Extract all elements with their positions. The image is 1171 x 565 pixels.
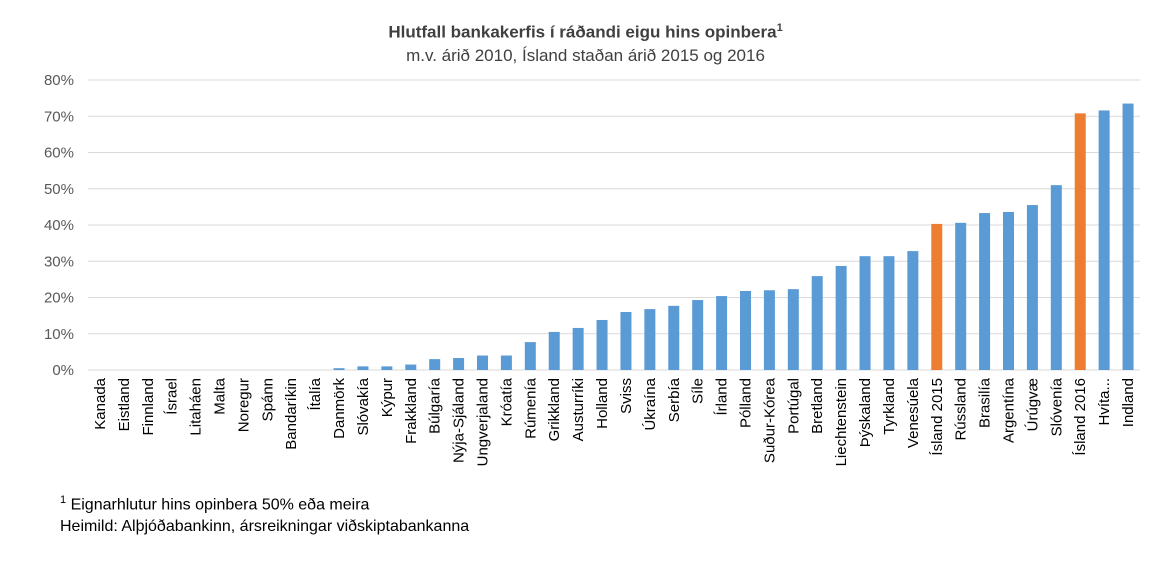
x-tick-label: Ísland 2015 bbox=[929, 378, 946, 456]
footnote-mark: 1 bbox=[60, 494, 67, 506]
bar bbox=[931, 223, 943, 370]
x-tick-label: Kýpur bbox=[379, 378, 396, 417]
x-tick-label: Rússland bbox=[953, 378, 970, 441]
x-tick-label: Sviss bbox=[618, 378, 635, 414]
x-tick-label: Pólland bbox=[738, 378, 755, 428]
bar bbox=[692, 300, 704, 370]
x-tick-label: Hvíta... bbox=[1096, 378, 1113, 426]
x-tick-label: Bandaríkin bbox=[283, 378, 300, 450]
x-tick-label: Úkraína bbox=[642, 377, 659, 430]
bar bbox=[1122, 103, 1134, 370]
bar bbox=[620, 312, 632, 370]
y-tick-label: 30% bbox=[44, 253, 74, 270]
bar bbox=[548, 331, 560, 370]
y-tick-label: 10% bbox=[44, 326, 74, 343]
y-tick-label: 40% bbox=[44, 217, 74, 234]
title-superscript: 1 bbox=[776, 22, 783, 34]
x-tick-label: Eistland bbox=[116, 378, 133, 431]
bar bbox=[716, 296, 728, 370]
bar bbox=[907, 251, 919, 370]
x-tick-label: Úrúgvæ bbox=[1024, 378, 1041, 431]
x-tick-label: Ungverjaland bbox=[475, 378, 492, 466]
x-tick-label: Danmörk bbox=[331, 378, 348, 439]
chart-subtitle: m.v. árið 2010, Ísland staðan árið 2015 … bbox=[406, 46, 765, 65]
x-tick-label: Portúgal bbox=[785, 378, 802, 434]
bar bbox=[859, 256, 871, 370]
x-tick-label: Indland bbox=[1120, 378, 1137, 427]
y-tick-label: 50% bbox=[44, 181, 74, 198]
x-tick-label: Þýskaland bbox=[857, 378, 874, 447]
y-tick-label: 20% bbox=[44, 290, 74, 307]
x-tick-label: Spánn bbox=[259, 378, 276, 421]
x-tick-label: Austurríki bbox=[570, 378, 587, 441]
x-tick-label: Suður-Kórea bbox=[761, 377, 778, 463]
bar bbox=[668, 305, 680, 370]
bar bbox=[1003, 211, 1014, 370]
x-tick-label: Brasilía bbox=[977, 377, 994, 428]
chart-title-text: Hlutfall bankakerfis í ráðandi eigu hins… bbox=[388, 22, 777, 42]
bar bbox=[429, 359, 441, 370]
bar bbox=[883, 256, 895, 370]
y-tick-label: 70% bbox=[44, 108, 74, 125]
x-tick-label: Argentína bbox=[1001, 377, 1018, 443]
bar bbox=[740, 290, 751, 370]
x-tick-label: Malta bbox=[212, 377, 229, 414]
x-tick-label: Bretland bbox=[809, 378, 826, 434]
bar bbox=[1026, 205, 1038, 370]
footnote: 1 Eignarhlutur hins opinbera 50% eða mei… bbox=[60, 494, 369, 514]
y-tick-label: 80% bbox=[44, 72, 74, 89]
bar bbox=[979, 213, 991, 370]
x-tick-label: Tyrkland bbox=[881, 378, 898, 435]
x-tick-label: Írland bbox=[714, 378, 731, 416]
bar bbox=[333, 368, 345, 370]
x-tick-label: Finnland bbox=[140, 378, 157, 436]
bar bbox=[357, 366, 369, 370]
bar bbox=[596, 319, 608, 370]
x-tick-label: Litaháen bbox=[188, 378, 205, 436]
x-tick-label: Liechtenstein bbox=[833, 378, 850, 466]
bar bbox=[477, 355, 488, 370]
bar bbox=[524, 342, 536, 370]
x-tick-label: Noregur bbox=[235, 378, 252, 432]
x-tick-label: Ísland 2016 bbox=[1072, 378, 1089, 456]
x-tick-label: Serbía bbox=[666, 377, 683, 422]
x-tick-label: Rúmenía bbox=[522, 377, 539, 439]
x-tick-label: Síle bbox=[690, 378, 707, 404]
bar-chart: 0% 10% 20% 30% 40% 50% 60% 70% 80% Kanada Eistland… bbox=[44, 72, 1140, 466]
y-tick-label: 60% bbox=[44, 145, 74, 162]
bar bbox=[572, 327, 584, 370]
x-tick-label: Nýja-Sjáland bbox=[451, 378, 468, 463]
bar bbox=[811, 276, 823, 370]
x-tick-label: Slóvenía bbox=[1048, 377, 1065, 436]
bar bbox=[453, 358, 465, 370]
bar bbox=[1050, 185, 1062, 370]
bar bbox=[955, 222, 967, 370]
x-tick-label: Frakkland bbox=[403, 378, 420, 444]
x-tick-label: Ítalía bbox=[307, 377, 324, 410]
bar bbox=[1098, 110, 1110, 370]
bar bbox=[835, 265, 847, 370]
x-tick-label: Búlgaría bbox=[427, 377, 444, 434]
footnote-text: Eignarhlutur hins opinbera 50% eða meira bbox=[70, 496, 370, 514]
bar bbox=[763, 290, 775, 370]
bar bbox=[500, 355, 512, 370]
x-tick-label: Ísrael bbox=[164, 378, 181, 415]
chart-title: Hlutfall bankakerfis í ráðandi eigu hins… bbox=[0, 22, 1171, 43]
x-tick-label: Holland bbox=[594, 378, 611, 429]
x-tick-label: Króatía bbox=[498, 377, 515, 426]
bar bbox=[381, 366, 393, 370]
x-tick-label: Venesúela bbox=[905, 377, 922, 448]
bar bbox=[405, 364, 417, 370]
bar bbox=[644, 309, 656, 370]
x-tick-label: Kanada bbox=[92, 377, 109, 429]
source-note: Heimild: Alþjóðabankinn, ársreikningar v… bbox=[60, 518, 470, 535]
y-tick-label: 0% bbox=[52, 362, 74, 379]
bar bbox=[1074, 113, 1086, 370]
x-tick-label: Slóvakía bbox=[355, 377, 372, 435]
x-tick-label: Grikkland bbox=[546, 378, 563, 441]
bar bbox=[787, 289, 799, 370]
